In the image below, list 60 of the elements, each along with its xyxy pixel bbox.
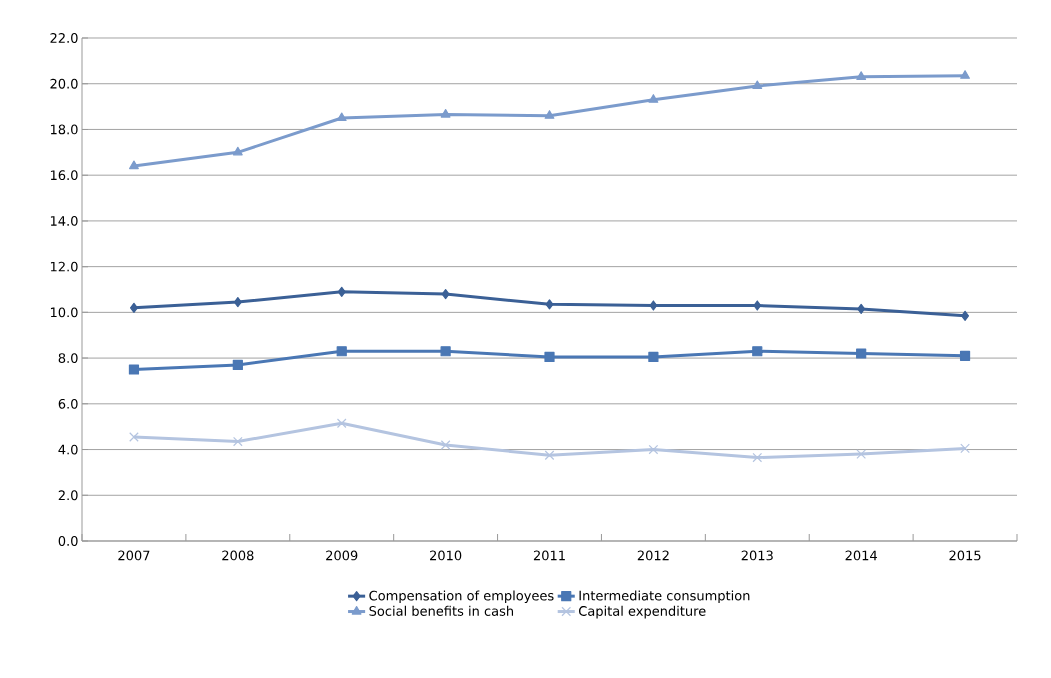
point: [129, 302, 138, 313]
point: [752, 80, 763, 90]
y-tick-label: 10.0: [50, 307, 78, 318]
y-tick-label: 8.0: [58, 353, 78, 364]
point: [752, 346, 763, 357]
x-tick-label: 2012: [637, 550, 669, 561]
x-tick-label: 2007: [118, 550, 150, 561]
point: [857, 303, 866, 315]
point: [753, 300, 762, 311]
legend-label: Social benefits in cash: [369, 605, 514, 616]
legend-label: Intermediate consumption: [579, 590, 750, 604]
point: [544, 450, 555, 461]
point: [959, 350, 971, 361]
x-tick-label: 2008: [222, 550, 254, 561]
point: [648, 444, 659, 455]
point: [232, 359, 243, 371]
point: [961, 310, 970, 321]
y-tick-label: 12.0: [50, 261, 78, 272]
point: [960, 70, 970, 79]
y-tick-label: 2.0: [58, 490, 78, 501]
legend-label: Compensation of employees: [369, 590, 554, 604]
point: [960, 443, 970, 454]
point: [856, 348, 867, 359]
point: [752, 452, 763, 463]
point: [648, 351, 659, 363]
point: [128, 364, 140, 375]
x-tick-label: 2015: [949, 550, 981, 561]
point: [545, 299, 554, 310]
point: [129, 160, 139, 170]
point: [440, 108, 451, 118]
x-tick-label: 2009: [326, 550, 358, 561]
y-tick-label: 22.0: [50, 33, 78, 43]
point: [856, 71, 867, 80]
point: [856, 449, 867, 459]
y-tick-label: 16.0: [50, 170, 78, 181]
y-tick-label: 20.0: [50, 78, 78, 89]
point: [649, 300, 658, 311]
y-tick-label: 6.0: [58, 398, 78, 409]
y-tick-label: 18.0: [50, 124, 78, 135]
point: [336, 346, 347, 357]
point: [232, 146, 243, 156]
point: [440, 440, 451, 450]
x-tick-label: 2011: [533, 550, 565, 561]
point: [129, 432, 139, 442]
legend-label: Capital expenditure: [579, 605, 706, 619]
point: [441, 288, 450, 300]
x-tick-label: 2013: [741, 550, 773, 561]
point: [440, 346, 451, 357]
point: [336, 418, 347, 429]
x-tick-label: 2010: [430, 550, 462, 561]
point: [233, 296, 242, 308]
point: [648, 94, 659, 103]
y-tick-label: 0.0: [58, 536, 78, 546]
y-tick-label: 14.0: [50, 215, 78, 226]
point: [544, 351, 555, 363]
point: [232, 436, 243, 447]
y-tick-label: 4.0: [58, 444, 78, 455]
x-tick-label: 2014: [845, 550, 877, 561]
point: [337, 286, 346, 297]
point: [544, 110, 555, 119]
